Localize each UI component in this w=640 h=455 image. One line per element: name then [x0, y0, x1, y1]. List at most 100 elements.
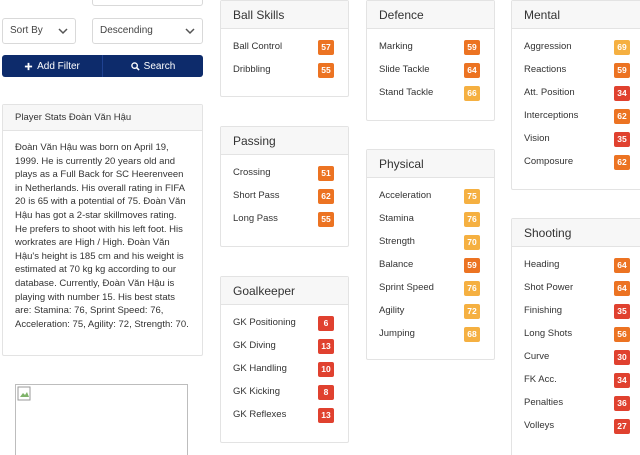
stat-row: Acceleration 75	[367, 188, 494, 211]
stat-row: Heading 64	[512, 257, 640, 280]
stat-list: Marking 59 Slide Tackle 64 Stand Tackle 66	[367, 29, 494, 108]
goalkeeper-card: Goalkeeper GK Positioning 6 GK Diving 13 GK …	[220, 276, 349, 443]
stat-row: Jumping 68	[367, 326, 494, 349]
stat-row: Stamina 76	[367, 211, 494, 234]
player-bio-card: Player Stats Đoàn Văn Hậu Đoàn Văn Hậu w…	[2, 104, 203, 356]
stat-row: Finishing 35	[512, 303, 640, 326]
stat-label: Shot Power	[524, 282, 574, 293]
card-title: Shooting	[524, 225, 572, 240]
stat-label: Agility	[379, 305, 405, 316]
stat-row: Crossing 51	[221, 165, 348, 188]
passing-card: Passing Crossing 51 Short Pass 62 Long Pass 5…	[220, 126, 349, 247]
stat-value-badge: 59	[614, 63, 630, 78]
stat-value-badge: 34	[614, 86, 630, 101]
stat-value-badge: 70	[464, 235, 480, 250]
stat-label: Long Pass	[233, 213, 278, 224]
stat-value-badge: 72	[464, 304, 480, 319]
stat-value-badge: 34	[614, 373, 630, 388]
stat-row: Marking 59	[367, 39, 494, 62]
stat-label: FK Acc.	[524, 374, 557, 385]
stat-list: Crossing 51 Short Pass 62 Long Pass 55	[221, 155, 348, 234]
stat-list: Aggression 69 Reactions 59 Att. Position 34 In…	[512, 29, 640, 177]
sort-by-select[interactable]: Sort By	[2, 18, 76, 44]
stat-row: Strength 70	[367, 234, 494, 257]
stat-row: GK Reflexes 13	[221, 407, 348, 430]
search-button[interactable]: Search	[102, 55, 203, 77]
stat-value-badge: 64	[614, 281, 630, 296]
stat-label: Crossing	[233, 167, 271, 178]
stat-label: Stamina	[379, 213, 414, 224]
stat-value-badge: 13	[318, 339, 334, 354]
stat-value-badge: 62	[614, 109, 630, 124]
defence-header: Defence	[367, 1, 494, 29]
stat-row: Sprint Speed 76	[367, 280, 494, 303]
stat-row: Long Pass 55	[221, 211, 348, 234]
stat-label: Curve	[524, 351, 550, 362]
stat-label: Strength	[379, 236, 415, 247]
mental-card: Mental Aggression 69 Reactions 59 Att. Posit…	[511, 0, 640, 190]
search-icon	[130, 61, 140, 71]
stat-value-badge: 55	[318, 212, 334, 227]
stat-row: Long Shots 56	[512, 326, 640, 349]
chevron-down-icon	[58, 28, 68, 35]
stat-value-badge: 62	[318, 189, 334, 204]
stat-value-badge: 10	[318, 362, 334, 377]
stat-row: Interceptions 62	[512, 108, 640, 131]
stat-label: Reactions	[524, 64, 567, 75]
physical-card: Physical Acceleration 75 Stamina 76 Strength…	[366, 149, 495, 360]
stat-value-badge: 13	[318, 408, 334, 423]
filter-button-bar: Add Filter Search	[2, 55, 203, 77]
stat-value-badge: 66	[464, 86, 480, 101]
stat-row: Att. Position 34	[512, 85, 640, 108]
stat-label: Long Shots	[524, 328, 573, 339]
stat-label: Jumping	[379, 328, 415, 339]
stat-label: Composure	[524, 156, 574, 167]
add-filter-button[interactable]: Add Filter	[2, 55, 102, 77]
bio-header: Player Stats Đoàn Văn Hậu	[3, 105, 202, 131]
stat-label: Heading	[524, 259, 560, 270]
stat-value-badge: 75	[464, 189, 480, 204]
stat-label: Stand Tackle	[379, 87, 434, 98]
stat-value-badge: 8	[318, 385, 334, 400]
stat-value-badge: 36	[614, 396, 630, 411]
stat-row: GK Positioning 6	[221, 315, 348, 338]
stat-row: Vision 35	[512, 131, 640, 154]
stat-value-badge: 55	[318, 63, 334, 78]
stat-value-badge: 56	[614, 327, 630, 342]
broken-image-icon	[17, 386, 31, 401]
ball-skills-header: Ball Skills	[221, 1, 348, 29]
stat-list: GK Positioning 6 GK Diving 13 GK Handling 10 G…	[221, 305, 348, 430]
stat-row: Composure 62	[512, 154, 640, 177]
stat-label: GK Handling	[233, 363, 287, 374]
stat-label: Balance	[379, 259, 414, 270]
stat-value-badge: 35	[614, 304, 630, 319]
stat-label: GK Reflexes	[233, 409, 287, 420]
stat-value-badge: 57	[318, 40, 334, 55]
stat-label: Vision	[524, 133, 550, 144]
order-label: Descending	[100, 25, 153, 36]
stat-row: Shot Power 64	[512, 280, 640, 303]
shooting-card: Shooting Heading 64 Shot Power 64 Finishing 3…	[511, 218, 640, 455]
order-select[interactable]: Descending	[92, 18, 203, 44]
search-label: Search	[143, 60, 176, 72]
top-input-stub	[92, 0, 203, 6]
stat-label: Interceptions	[524, 110, 579, 121]
stat-row: GK Kicking 8	[221, 384, 348, 407]
stat-label: Penalties	[524, 397, 564, 408]
stat-label: Sprint Speed	[379, 282, 434, 293]
sort-by-label: Sort By	[10, 25, 43, 36]
stat-label: Finishing	[524, 305, 563, 316]
stat-label: Aggression	[524, 41, 572, 52]
stat-row: Balance 59	[367, 257, 494, 280]
card-title: Mental	[524, 7, 561, 22]
stat-value-badge: 69	[614, 40, 630, 55]
bio-title: Player Stats Đoàn Văn Hậu	[15, 112, 132, 123]
stat-label: Short Pass	[233, 190, 280, 201]
stat-row: Agility 72	[367, 303, 494, 326]
stat-label: Volleys	[524, 420, 555, 431]
mental-header: Mental	[512, 1, 640, 29]
stat-label: Dribbling	[233, 64, 271, 75]
card-title: Defence	[379, 7, 424, 22]
stat-value-badge: 64	[614, 258, 630, 273]
stat-value-badge: 62	[614, 155, 630, 170]
